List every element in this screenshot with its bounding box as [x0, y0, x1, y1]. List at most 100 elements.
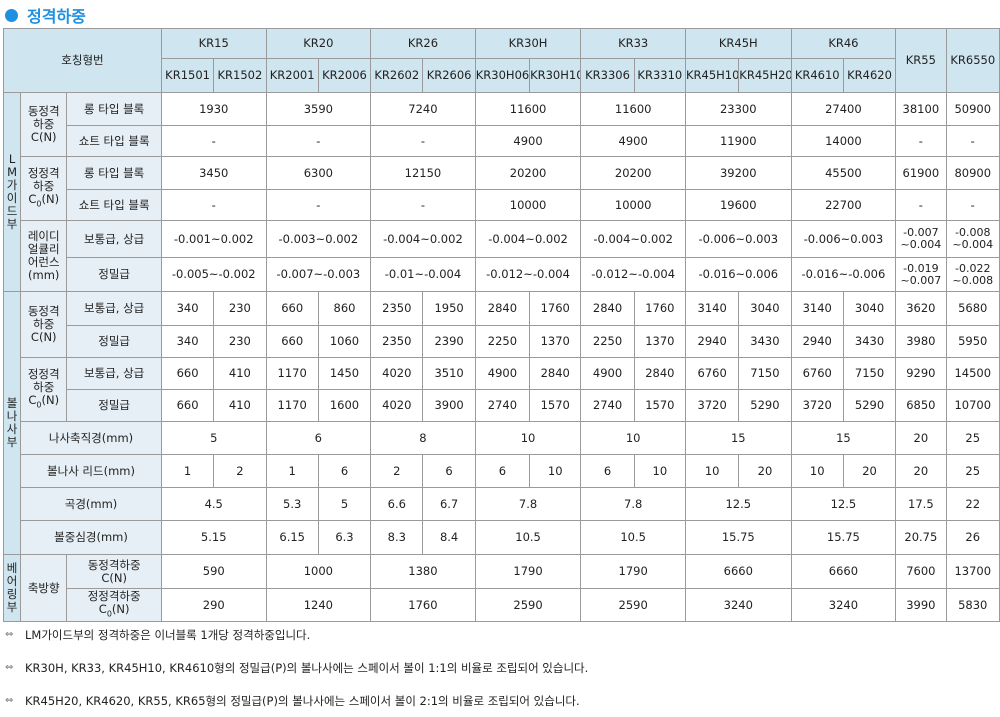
table-cell: 2590 [580, 588, 686, 622]
notes: ⇔ LM가이드부의 정격하중은 이너블록 1개당 정격하중입니다. ⇔ KR30H,… [5, 618, 588, 717]
header-model: KR15 [160, 28, 267, 59]
table-cell: 20 [738, 454, 792, 488]
table-cell: 4900 [580, 357, 635, 390]
table-cell: 410 [213, 357, 267, 390]
table-cell: 12.5 [790, 487, 897, 521]
table-cell: 2350 [370, 291, 424, 326]
header-model: KR6550 [945, 28, 1000, 93]
table-cell: 3240 [790, 588, 897, 622]
note-text: KR30H, KR33, KR45H10, KR4610형의 정밀급(P)의 볼… [25, 660, 589, 675]
table-cell: 2250 [474, 325, 531, 358]
table-cell: 1380 [370, 554, 476, 589]
table-cell: 3430 [842, 325, 897, 358]
table-cell: 10.5 [580, 520, 686, 555]
table-cell: 3590 [265, 92, 372, 126]
bs-static-load-label: 정정격 하중 C0(N) [20, 357, 68, 422]
table-cell: -0.007 ~0.004 [895, 220, 947, 258]
table-cell: -0.012~-0.004 [580, 257, 686, 292]
ball-diameter-label: 곡경(mm) [20, 487, 162, 521]
title-text: 정격하중 [27, 7, 86, 26]
table-cell: 7.8 [580, 487, 686, 521]
table-cell: 1060 [317, 325, 372, 358]
header-submodel: KR2001 [265, 58, 319, 93]
table-cell: - [895, 125, 947, 157]
table-cell: 38100 [895, 92, 947, 126]
table-cell: 3140 [790, 291, 844, 326]
table-cell: 6 [317, 454, 372, 488]
table-cell: 10 [580, 421, 686, 455]
note-bullet-icon: ⇔ [5, 695, 14, 706]
table-cell: 22 [945, 487, 1000, 521]
table-cell: 5.3 [265, 487, 319, 521]
table-cell: 2250 [580, 325, 635, 358]
table-cell: 1930 [160, 92, 267, 126]
bearing-dynamic-load-label: 동정격하중 C(N) [66, 554, 162, 589]
table-cell: 15 [790, 421, 897, 455]
note-text: KR45H20, KR4620, KR55, KR65형의 정밀급(P)의 볼나… [25, 693, 580, 708]
table-cell: 2 [213, 454, 267, 488]
table-cell: 1790 [474, 554, 582, 589]
axial-direction-label: 축방향 [20, 554, 68, 622]
table-cell: 20200 [474, 156, 582, 190]
table-cell: 6760 [790, 357, 844, 390]
table-cell: 2840 [529, 357, 582, 390]
table-cell: 3450 [160, 156, 267, 190]
radial-clearance-label: 레이디 얼큘리 어런스 (mm) [20, 220, 68, 292]
header-submodel: KR1502 [213, 58, 267, 93]
normal-grade-label: 보통급, 상급 [66, 291, 162, 326]
table-cell: 3990 [895, 588, 947, 622]
header-model: KR30H [474, 28, 582, 59]
table-cell: 17.5 [895, 487, 947, 521]
header-submodel: KR45H20 [738, 58, 792, 93]
table-cell: 25 [945, 421, 1000, 455]
table-cell: 6660 [684, 554, 792, 589]
note-item: ⇔ LM가이드부의 정격하중은 이너블록 1개당 정격하중입니다. [5, 618, 588, 651]
table-cell: -0.001~0.002 [160, 220, 267, 258]
table-cell: 12.5 [684, 487, 792, 521]
table-cell: 10 [684, 454, 740, 488]
table-cell: 11900 [684, 125, 792, 157]
table-cell: 1240 [265, 588, 372, 622]
section-title: 정격하중 [5, 2, 86, 28]
table-cell: -0.008 ~0.004 [945, 220, 1000, 258]
table-cell: 6 [265, 421, 372, 455]
table-cell: -0.01~-0.004 [370, 257, 476, 292]
table-cell: 10 [529, 454, 582, 488]
precision-grade-label: 정밀급 [66, 257, 162, 292]
table-cell: - [265, 189, 372, 221]
table-cell: 3720 [790, 389, 844, 422]
table-cell: 6.7 [422, 487, 476, 521]
table-cell: 1950 [422, 291, 476, 326]
table-cell: 2840 [474, 291, 531, 326]
header-submodel: KR2606 [422, 58, 476, 93]
long-block-label: 롱 타입 블록 [66, 92, 162, 126]
table-cell: 23300 [684, 92, 792, 126]
table-cell: 1000 [265, 554, 372, 589]
note-bullet-icon: ⇔ [5, 662, 14, 673]
table-cell: 20 [895, 454, 947, 488]
note-text: LM가이드부의 정격하중은 이너블록 1개당 정격하중입니다. [25, 627, 311, 642]
header-submodel: KR3310 [633, 58, 686, 93]
table-cell: 3430 [738, 325, 792, 358]
table-cell: 2590 [474, 588, 582, 622]
table-cell: 5950 [945, 325, 1000, 358]
table-cell: - [945, 125, 1000, 157]
table-cell: 660 [265, 291, 319, 326]
table-cell: 4.5 [160, 487, 267, 521]
table-cell: 2940 [790, 325, 844, 358]
short-block-label: 쇼트 타입 블록 [66, 189, 162, 221]
table-cell: 290 [160, 588, 267, 622]
table-cell: 3620 [895, 291, 947, 326]
table-cell: 6850 [895, 389, 947, 422]
table-cell: 10 [474, 421, 582, 455]
table-cell: 7150 [738, 357, 792, 390]
table-cell: 45500 [790, 156, 897, 190]
shaft-diameter-label: 나사축직경(mm) [20, 421, 162, 455]
ball-center-diameter-label: 볼중심경(mm) [20, 520, 162, 555]
header-model: KR55 [895, 28, 947, 93]
table-cell: -0.016~0.006 [684, 257, 792, 292]
header-model: KR26 [370, 28, 476, 59]
table-cell: 80900 [945, 156, 1000, 190]
table-cell: 3240 [684, 588, 792, 622]
table-cell: 5830 [945, 588, 1000, 622]
